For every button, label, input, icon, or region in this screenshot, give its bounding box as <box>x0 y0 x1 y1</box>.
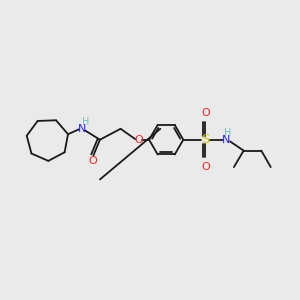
Text: O: O <box>134 135 143 145</box>
Text: N: N <box>77 124 86 134</box>
Text: O: O <box>201 162 210 172</box>
Text: N: N <box>222 135 231 145</box>
Text: O: O <box>201 108 210 118</box>
Text: O: O <box>88 156 97 166</box>
Text: H: H <box>82 117 89 127</box>
Text: H: H <box>224 128 232 138</box>
Text: S: S <box>201 133 209 146</box>
